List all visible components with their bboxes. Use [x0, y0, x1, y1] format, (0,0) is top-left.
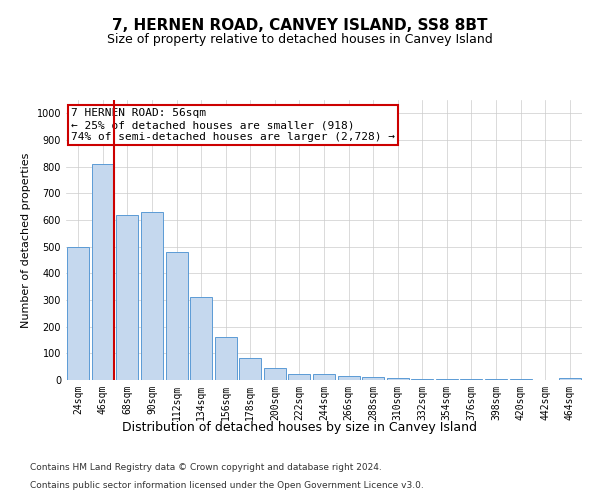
Bar: [436, 379, 458, 380]
Bar: [289, 374, 310, 380]
Bar: [559, 378, 581, 380]
Text: 7, HERNEN ROAD, CANVEY ISLAND, SS8 8BT: 7, HERNEN ROAD, CANVEY ISLAND, SS8 8BT: [112, 18, 488, 32]
Text: Contains HM Land Registry data © Crown copyright and database right 2024.: Contains HM Land Registry data © Crown c…: [30, 463, 382, 472]
Bar: [386, 378, 409, 380]
Bar: [264, 368, 286, 380]
Bar: [67, 246, 89, 380]
Bar: [190, 298, 212, 380]
Bar: [141, 212, 163, 380]
Text: Size of property relative to detached houses in Canvey Island: Size of property relative to detached ho…: [107, 32, 493, 46]
Text: Contains public sector information licensed under the Open Government Licence v3: Contains public sector information licen…: [30, 480, 424, 490]
Y-axis label: Number of detached properties: Number of detached properties: [21, 152, 31, 328]
Bar: [239, 358, 262, 380]
Bar: [116, 214, 139, 380]
Bar: [411, 378, 433, 380]
Bar: [92, 164, 114, 380]
Text: Distribution of detached houses by size in Canvey Island: Distribution of detached houses by size …: [122, 421, 478, 434]
Bar: [313, 374, 335, 380]
Text: 7 HERNEN ROAD: 56sqm
← 25% of detached houses are smaller (918)
74% of semi-deta: 7 HERNEN ROAD: 56sqm ← 25% of detached h…: [71, 108, 395, 142]
Bar: [215, 338, 237, 380]
Bar: [362, 378, 384, 380]
Bar: [166, 252, 188, 380]
Bar: [460, 379, 482, 380]
Bar: [338, 376, 359, 380]
